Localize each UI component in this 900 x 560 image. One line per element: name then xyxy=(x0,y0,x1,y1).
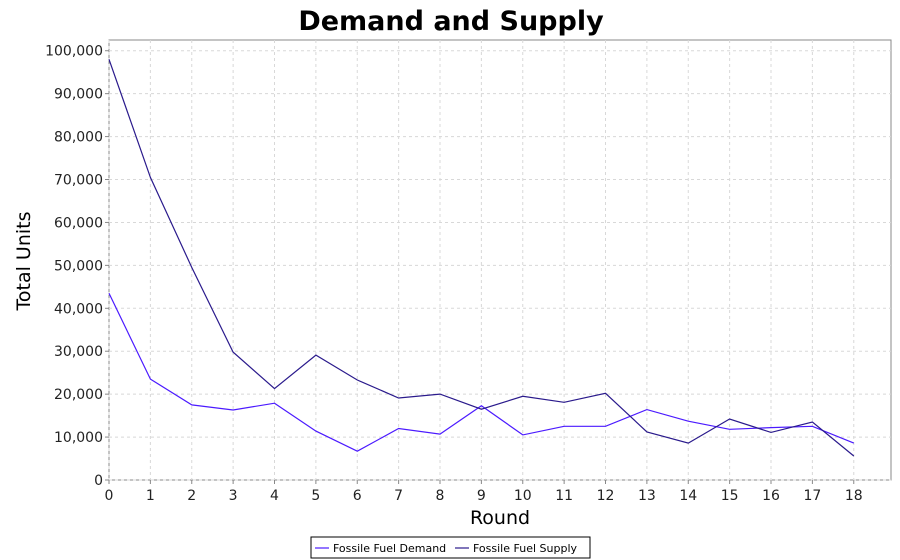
legend-label-supply: Fossile Fuel Supply xyxy=(473,542,577,555)
x-tick-label: 15 xyxy=(721,488,739,504)
y-tick-label: 100,000 xyxy=(45,44,103,60)
x-tick-label: 2 xyxy=(187,488,196,504)
y-tick-label: 30,000 xyxy=(54,344,103,360)
y-tick-label: 70,000 xyxy=(54,173,103,189)
y-tick-label: 20,000 xyxy=(54,387,103,403)
x-tick-label: 8 xyxy=(436,488,445,504)
y-tick-label: 50,000 xyxy=(54,258,103,274)
legend-box xyxy=(310,536,591,559)
y-tick-label: 0 xyxy=(94,473,103,489)
legend-label-demand: Fossile Fuel Demand xyxy=(333,542,446,555)
grid xyxy=(108,40,891,481)
plot-area xyxy=(108,39,892,481)
x-tick-label: 0 xyxy=(105,488,114,504)
chart-title: Demand and Supply xyxy=(298,6,604,37)
x-tick-label: 18 xyxy=(845,488,863,504)
x-tick-label: 17 xyxy=(803,488,821,504)
series-line-supply xyxy=(108,59,855,457)
series-line-demand xyxy=(108,293,855,452)
x-tick-label: 10 xyxy=(514,488,532,504)
x-tick-label: 7 xyxy=(394,488,403,504)
y-tick-label: 90,000 xyxy=(54,87,103,103)
x-tick-label: 16 xyxy=(762,488,780,504)
y-tick-label: 10,000 xyxy=(54,430,103,446)
x-tick-label: 11 xyxy=(555,488,573,504)
x-axis: 0 1 2 3 4 5 6 7 8 9 10 11 12 13 14 15 16 17 18 xyxy=(105,480,863,504)
y-tick-label: 40,000 xyxy=(54,301,103,317)
y-tick-label: 80,000 xyxy=(54,130,103,146)
legend: Fossile Fuel Demand Fossile Fuel Supply xyxy=(310,536,591,559)
x-tick-label: 6 xyxy=(353,488,362,504)
y-axis-label: Total Units xyxy=(13,212,35,312)
x-axis-label: Round xyxy=(470,507,530,529)
x-tick-label: 14 xyxy=(679,488,697,504)
x-tick-label: 13 xyxy=(638,488,656,504)
series-lines xyxy=(108,59,855,457)
x-tick-label: 5 xyxy=(311,488,320,504)
y-axis: 0 10,000 20,000 30,000 40,000 50,000 60,000 70,… xyxy=(45,44,109,489)
x-tick-label: 9 xyxy=(477,488,486,504)
x-tick-label: 4 xyxy=(270,488,279,504)
y-tick-label: 60,000 xyxy=(54,215,103,231)
x-tick-label: 12 xyxy=(597,488,615,504)
x-tick-label: 1 xyxy=(146,488,155,504)
x-tick-label: 3 xyxy=(229,488,238,504)
